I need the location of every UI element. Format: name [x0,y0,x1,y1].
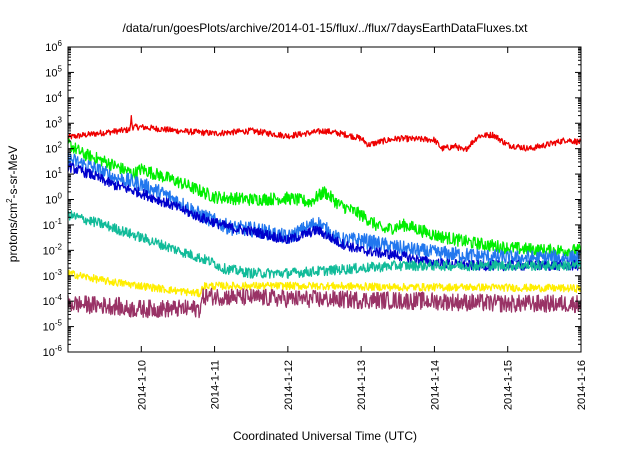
x-tick-label: 2014-1-13 [356,360,368,410]
y-tick-label: 104 [45,90,62,105]
y-tick-label: 10-3 [43,268,63,283]
x-tick-label: 2014-1-10 [136,360,148,410]
y-axis-label-part: protons/cm [6,203,20,262]
y-tick-label-exponent: -2 [55,242,63,251]
y-tick-label-exponent: -5 [55,319,63,328]
y-axis-label-part: -s-sr-MeV [6,146,20,199]
x-tick-label: 2014-1-15 [503,360,515,410]
y-tick-label: 101 [45,166,62,181]
y-tick-label-base: 10 [45,195,57,207]
y-tick-label-base: 10 [43,220,55,232]
y-tick-label-exponent: 2 [58,141,63,150]
y-tick-label-base: 10 [45,42,57,54]
y-tick-label-exponent: -3 [55,268,63,277]
y-tick-label-exponent: 4 [58,90,63,99]
x-tick-label: 2014-1-12 [283,360,295,410]
series-line-red [67,115,582,153]
y-tick-label-base: 10 [43,271,55,283]
y-tick-label-base: 10 [43,245,55,257]
y-tick-label-exponent: -4 [55,293,63,302]
y-tick-label-exponent: 0 [58,192,63,201]
y-tick-label: 106 [45,39,62,54]
y-tick-label-base: 10 [45,93,57,105]
y-tick-label-base: 10 [45,67,57,79]
y-tick-label-exponent: 3 [58,115,63,124]
y-tick-label-exponent: -1 [55,217,63,226]
y-tick-label-base: 10 [43,322,55,334]
y-tick-label-base: 10 [43,347,55,359]
series-line-green [67,137,582,258]
y-axis-label: protons/cm2-s-sr-MeV [5,146,20,262]
y-tick-label-base: 10 [43,296,55,308]
x-axis-label: Coordinated Universal Time (UTC) [233,429,417,443]
y-axis-label-superscript: 2 [5,198,14,203]
y-tick-label-exponent: 6 [58,39,63,48]
y-tick-label-exponent: 5 [58,64,63,73]
series-line-purple [67,287,582,319]
y-tick-label: 10-2 [43,242,63,257]
series-group [67,115,582,319]
x-tick-label: 2014-1-11 [210,360,222,409]
series-line-light-blue [67,152,582,266]
series-line-teal [67,210,582,279]
y-tick-label-exponent: -6 [55,344,63,353]
y-tick-label-base: 10 [45,144,57,156]
y-tick-label: 105 [45,64,62,79]
axes-group: 10-610-510-410-310-210-11001011021031041… [43,39,588,410]
chart-title: /data/run/goesPlots/archive/2014-01-15/f… [123,21,529,35]
y-tick-label: 10-6 [43,344,63,359]
y-tick-label-base: 10 [45,169,57,181]
y-tick-label-base: 10 [45,118,57,130]
y-tick-label-exponent: 1 [58,166,63,175]
x-tick-label: 2014-1-16 [576,360,588,410]
y-tick-label: 10-1 [43,217,63,232]
y-tick-label: 10-4 [43,293,63,308]
x-tick-label: 2014-1-14 [429,360,441,410]
y-tick-label: 10-5 [43,319,63,334]
y-tick-label: 102 [45,141,62,156]
y-tick-label: 100 [45,192,62,207]
series-line-yellow [67,269,582,298]
y-tick-label: 103 [45,115,62,130]
